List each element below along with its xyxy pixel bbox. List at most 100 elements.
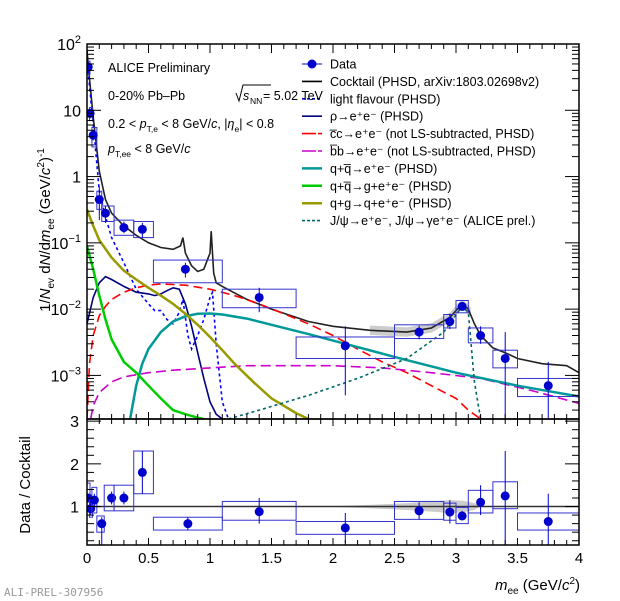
- y-tick-label: 10−3: [51, 365, 81, 385]
- y-tick-label: 10−1: [51, 233, 81, 253]
- legend-entry: b̅b→e⁺e⁻ (not LS-subtracted, PHSD): [302, 145, 536, 159]
- x-tick-label: 1: [206, 550, 214, 567]
- marker: [89, 495, 99, 505]
- ratio-point: [96, 515, 107, 545]
- data-point: [133, 220, 154, 239]
- ratio-point: [113, 484, 135, 512]
- legend-label: q+q̅→g+e⁺e⁻ (PHSD): [330, 179, 452, 193]
- x-tick-label: 3: [452, 550, 460, 567]
- data-point: [88, 126, 98, 148]
- series-q-g: [87, 208, 309, 419]
- x-axis-title: mee (GeV/c2): [495, 576, 580, 597]
- legend-label: Data: [330, 58, 356, 72]
- data-point: [443, 313, 457, 330]
- annotation-cut1: 0.2 < pT,e < 8 GeV/c, |ηe| < 0.8: [108, 117, 274, 134]
- svg-text:pT,ee < 8 GeV/c: pT,ee < 8 GeV/c: [107, 142, 191, 159]
- series-rho: [87, 275, 223, 419]
- marker: [100, 208, 110, 218]
- x-tick-label: 1.5: [261, 550, 282, 567]
- marker: [180, 264, 190, 274]
- y-tick-label: 102: [57, 34, 81, 54]
- marker: [183, 519, 193, 529]
- sys-box: [455, 299, 469, 314]
- sys-box: [152, 259, 223, 284]
- annotation-title: ALICE Preliminary: [108, 61, 211, 75]
- y-tick-label: 3: [70, 414, 79, 431]
- ratio-point: [517, 493, 579, 545]
- marker: [457, 301, 467, 311]
- legend-entry: ρ→e⁺e⁻ (PHSD): [302, 110, 423, 124]
- data-point: [455, 299, 469, 314]
- legend-entry: c̅c→e⁺e⁻ (not LS-subtracted, PHSD): [302, 127, 534, 141]
- y-tick-label: 1: [72, 170, 81, 187]
- ratio-point: [152, 516, 223, 531]
- y-tick-label: 10: [63, 103, 81, 120]
- y-tick-label: 10−2: [51, 299, 81, 319]
- ratio-point: [295, 512, 396, 543]
- data-point: [113, 219, 135, 236]
- svg-text:= 5.02 TeV: = 5.02 TeV: [263, 89, 324, 103]
- sys-box: [455, 506, 469, 525]
- marker: [414, 506, 424, 516]
- annotation-cut2: pT,ee < 8 GeV/c: [107, 142, 191, 159]
- lower-panel: 0 0.5 1 1.5 2 2.5 3 3.5 4 1 2 3: [70, 44, 583, 567]
- legend-label: Cocktail (PHSD, arXiv:1803.02698v2): [330, 75, 539, 89]
- y-tick-label: 1: [70, 500, 79, 517]
- marker: [254, 507, 264, 517]
- x-tick-label: 0.5: [138, 550, 159, 567]
- legend-entry: Cocktail (PHSD, arXiv:1803.02698v2): [302, 75, 539, 89]
- y-axis-title-lower: Data / Cocktail: [17, 436, 34, 534]
- legend-label: q+g→q+e⁺e⁻ (PHSD): [330, 197, 452, 211]
- marker: [476, 497, 486, 507]
- data-point: [295, 326, 396, 396]
- legend-label: ρ→e⁺e⁻ (PHSD): [330, 110, 423, 124]
- ratio-point: [492, 451, 518, 545]
- sys-box: [113, 484, 135, 512]
- marker: [254, 292, 264, 302]
- marker: [445, 507, 455, 517]
- legend: Data Cocktail (PHSD, arXiv:1803.02698v2) l…: [302, 58, 539, 228]
- legend-entry: q+q̅→g+e⁺e⁻ (PHSD): [302, 179, 452, 193]
- legend-label: light flavour (PHSD): [330, 92, 440, 106]
- marker: [119, 223, 129, 233]
- data-point: [467, 326, 494, 344]
- legend-entry: Data: [302, 58, 356, 72]
- legend-label: b̅b→e⁺e⁻ (not LS-subtracted, PHSD): [330, 145, 536, 159]
- ratio-point: [455, 506, 469, 525]
- marker: [119, 493, 129, 503]
- data-point: [100, 205, 115, 223]
- legend-label: J/ψ→e⁺e⁻, J/ψ→γe⁺e⁻ (ALICE prel.): [330, 214, 535, 228]
- marker: [543, 381, 553, 391]
- marker: [500, 491, 510, 501]
- series-light-flavour: [87, 58, 230, 419]
- x-tick-label: 2.5: [384, 550, 405, 567]
- x-tick-label: 0: [83, 550, 91, 567]
- x-tick-label: 3.5: [507, 550, 528, 567]
- marker: [97, 519, 107, 529]
- marker: [137, 467, 147, 477]
- legend-entry: light flavour (PHSD): [302, 92, 440, 106]
- svg-text:0-20% Pb–Pb: 0-20% Pb–Pb: [108, 89, 185, 103]
- x-tick-label: 2: [329, 550, 337, 567]
- marker: [414, 327, 424, 337]
- y-axis-title-upper: 1/Nev dN/dmee (GeV/c2)-1: [36, 148, 57, 312]
- marker: [445, 317, 455, 327]
- series-ccbar: [87, 283, 482, 419]
- marker: [94, 195, 104, 205]
- marker: [457, 511, 467, 521]
- marker: [340, 341, 350, 351]
- svg-text:0.2 < pT,e < 8 GeV/c, |ηe| < 0: 0.2 < pT,e < 8 GeV/c, |ηe| < 0.8: [108, 117, 274, 134]
- marker: [107, 493, 117, 503]
- data-point: [221, 287, 297, 313]
- sys-box: [133, 220, 154, 239]
- data-point: [492, 332, 518, 419]
- series-j-psi: [228, 305, 482, 419]
- watermark: ALI-PREL-307956: [4, 586, 103, 599]
- legend-entry: q+q̅→e⁺e⁻ (PHSD): [302, 162, 437, 176]
- annotation-system: 0-20% Pb–Pb s NN = 5.02 TeV: [108, 84, 324, 106]
- legend-entry: q+g→q+e⁺e⁻ (PHSD): [302, 197, 452, 211]
- svg-text:NN: NN: [250, 96, 262, 106]
- marker: [87, 62, 93, 72]
- legend-label: q+q̅→e⁺e⁻ (PHSD): [330, 162, 437, 176]
- legend-label: c̅c→e⁺e⁻ (not LS-subtracted, PHSD): [329, 127, 534, 141]
